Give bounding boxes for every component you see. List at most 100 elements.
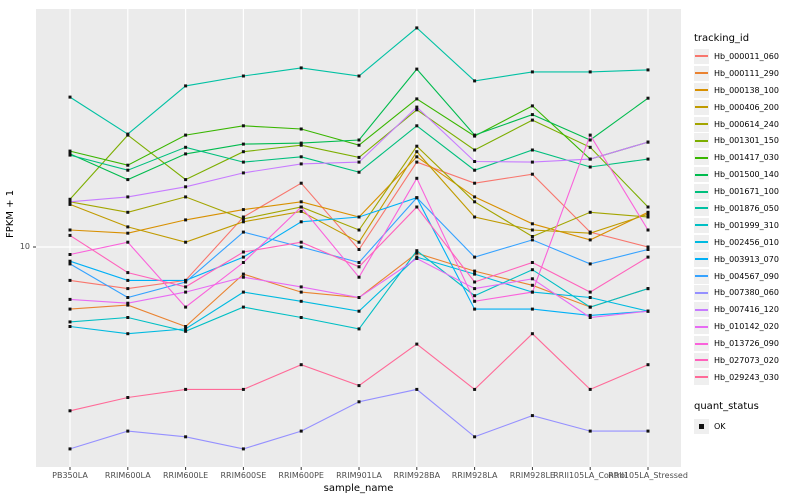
data-point	[241, 142, 245, 146]
data-point	[473, 181, 477, 185]
data-point	[184, 435, 188, 439]
data-point	[588, 313, 592, 317]
data-point	[415, 249, 419, 253]
data-point	[68, 202, 72, 206]
legend-line-icon	[695, 123, 708, 125]
x-tick-label: RRIM928LE	[509, 471, 555, 480]
legend-key	[694, 285, 709, 301]
legend-line-icon	[695, 224, 708, 227]
data-point	[184, 178, 188, 182]
data-point	[357, 261, 361, 264]
legend-item: Hb_001876_050	[694, 200, 779, 217]
data-point	[646, 245, 650, 249]
data-point	[68, 153, 72, 157]
data-point	[530, 160, 534, 164]
data-point	[241, 220, 245, 224]
data-point	[68, 262, 72, 266]
data-point	[299, 285, 303, 289]
data-point	[473, 280, 477, 284]
data-point	[126, 396, 130, 399]
legend-item-label: Hb_001876_050	[714, 203, 779, 213]
legend-item: Hb_000011_060	[694, 48, 779, 65]
legend-key	[694, 319, 709, 335]
data-point	[530, 238, 534, 242]
legend-item-label: Hb_001999_310	[714, 220, 779, 230]
data-point	[241, 255, 245, 259]
data-point	[299, 240, 303, 244]
legend-key	[694, 184, 709, 200]
data-point	[299, 205, 303, 209]
data-point	[184, 84, 188, 88]
data-point	[126, 316, 130, 319]
data-point	[530, 283, 534, 287]
data-point	[126, 278, 130, 282]
data-point	[588, 316, 592, 319]
data-point	[357, 384, 361, 388]
data-point	[68, 325, 72, 328]
data-point	[588, 305, 592, 309]
x-tick-label: RRIM600SE	[220, 471, 267, 480]
legend-item-label: Hb_000011_060	[714, 51, 779, 61]
legend-item-label: Hb_001671_100	[714, 187, 779, 197]
legend-item: Hb_027073_020	[694, 352, 779, 369]
data-point	[357, 327, 361, 331]
legend-item: Hb_001671_100	[694, 183, 779, 200]
data-point	[68, 95, 72, 99]
legend-item-label: Hb_004567_090	[714, 271, 779, 281]
data-point	[530, 148, 534, 152]
data-point	[357, 296, 361, 299]
legend-item-label: Hb_010142_020	[714, 322, 779, 332]
legend-item-label: Hb_003913_070	[714, 254, 779, 264]
data-point	[299, 429, 303, 433]
legend-line-icon	[695, 342, 708, 345]
data-point	[299, 141, 303, 145]
data-point	[184, 195, 188, 199]
legend-item-label: Hb_029243_030	[714, 372, 779, 382]
legend-item-ok: OK	[694, 418, 726, 435]
data-point	[530, 113, 534, 117]
data-point	[588, 429, 592, 433]
data-point	[530, 268, 534, 272]
legend-item: Hb_004567_090	[694, 268, 779, 285]
data-point	[126, 178, 130, 182]
data-point	[646, 429, 650, 433]
data-point	[126, 332, 130, 336]
data-point	[473, 287, 477, 291]
data-point	[473, 307, 477, 311]
data-point	[68, 409, 72, 413]
legend-line-icon	[695, 359, 708, 362]
data-point	[126, 429, 130, 433]
data-point	[357, 309, 361, 313]
data-point	[184, 285, 188, 289]
data-point	[415, 108, 419, 112]
data-point	[299, 299, 303, 303]
data-point	[241, 74, 245, 78]
legend-key	[694, 200, 709, 216]
data-point	[357, 228, 361, 232]
data-point	[68, 297, 72, 301]
data-point	[646, 363, 650, 367]
data-point	[588, 133, 592, 137]
legend-key	[694, 133, 709, 149]
data-point	[241, 261, 245, 264]
legend-line-icon	[695, 325, 708, 328]
data-point	[357, 215, 361, 219]
legend-key	[694, 234, 709, 250]
data-point	[299, 181, 303, 185]
data-point	[299, 143, 303, 147]
legend-item: Hb_007380_060	[694, 284, 779, 301]
data-point	[646, 205, 650, 209]
data-point	[530, 235, 534, 238]
data-point	[184, 387, 188, 391]
data-point	[68, 447, 72, 451]
data-point	[126, 168, 130, 172]
x-tick-label: PB350LA	[52, 471, 88, 480]
legend-line-icon	[695, 72, 708, 75]
data-point	[530, 261, 534, 264]
data-point	[588, 138, 592, 142]
data-point	[184, 240, 188, 244]
data-point	[241, 230, 245, 234]
data-point	[473, 160, 477, 163]
